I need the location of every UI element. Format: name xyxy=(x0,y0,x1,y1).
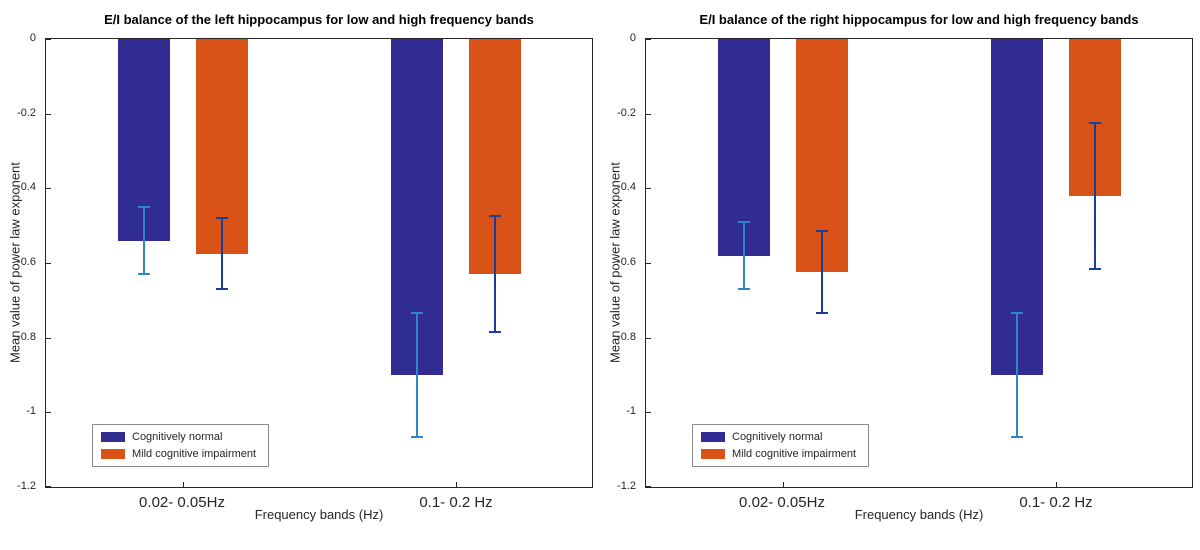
legend-label: Cognitively normal xyxy=(732,431,823,443)
error-bar-cap xyxy=(488,331,501,334)
error-bar-cap xyxy=(1010,312,1023,315)
y-tick-label: -0.6 xyxy=(617,256,636,268)
legend-label: Mild cognitive impairment xyxy=(132,448,257,460)
error-bar-cap xyxy=(410,435,423,438)
x-tick-mark xyxy=(1055,482,1057,487)
y-tick-label: -1.2 xyxy=(617,480,636,492)
chart-left-hippocampus: E/I balance of the left hippocampus for … xyxy=(0,12,593,522)
error-bar-line xyxy=(493,216,496,333)
y-tick-mark xyxy=(46,263,51,264)
error-bar-line xyxy=(1015,313,1018,437)
error-bar-line xyxy=(1093,123,1096,269)
y-tick-mark xyxy=(646,188,651,190)
error-bar-cap xyxy=(215,288,228,291)
x-tick-mark xyxy=(455,482,457,487)
error-bar-cap xyxy=(1088,122,1101,124)
error-bar-cap xyxy=(137,273,150,276)
legend-item: Cognitively normal xyxy=(701,431,856,443)
x-tick-label: 0.1- 0.2 Hz xyxy=(1019,494,1093,511)
y-tick-mark xyxy=(46,113,51,115)
x-axis-ticks: 0.02- 0.05Hz 0.1- 0.2 Hz xyxy=(645,494,1193,516)
error-bar xyxy=(215,217,229,291)
y-tick-mark xyxy=(646,263,651,264)
y-tick-label: -0.8 xyxy=(617,330,636,343)
error-bar-line xyxy=(220,218,223,290)
y-tick-label: -1 xyxy=(26,405,36,418)
y-tick-mark xyxy=(46,188,51,190)
y-tick-label: 0 xyxy=(629,32,636,44)
error-bar-cap xyxy=(815,312,828,315)
error-bar xyxy=(815,230,829,315)
legend-swatch xyxy=(701,432,725,442)
legend-swatch xyxy=(701,449,725,459)
x-axis-label: Frequency bands (Hz) xyxy=(854,507,984,522)
legend-swatch xyxy=(101,449,125,459)
error-bar-cap xyxy=(1088,267,1101,270)
y-tick-label: -0.8 xyxy=(17,330,36,343)
y-axis-ticks: 0 -0.2 -0.4 -0.6 -0.8 -1 -1.2 xyxy=(600,32,640,492)
y-tick-label: -0.4 xyxy=(617,181,636,194)
error-bar xyxy=(410,312,424,438)
y-tick-label: -0.2 xyxy=(617,106,636,119)
x-tick-label: 0.1- 0.2 Hz xyxy=(419,494,493,511)
error-bar xyxy=(737,220,751,291)
error-bar xyxy=(1010,312,1024,438)
y-tick-mark xyxy=(46,39,51,40)
error-bar xyxy=(488,215,502,334)
x-tick-mark xyxy=(782,482,784,487)
y-tick-mark xyxy=(46,486,51,487)
error-bar xyxy=(1088,122,1102,270)
y-tick-label: 0 xyxy=(29,32,36,44)
error-bar-cap xyxy=(410,312,423,315)
y-tick-mark xyxy=(46,412,51,414)
y-tick-label: -0.4 xyxy=(17,181,36,194)
chart-right-hippocampus: E/I balance of the right hippocampus for… xyxy=(600,0,1200,550)
y-tick-mark xyxy=(646,39,651,40)
x-tick-label: 0.02- 0.05Hz xyxy=(139,494,225,511)
x-tick-label: 0.02- 0.05Hz xyxy=(739,494,825,511)
legend-item: Mild cognitive impairment xyxy=(101,448,256,460)
plot-area: Cognitively normal Mild cognitive impairm… xyxy=(45,38,593,488)
error-bar-cap xyxy=(1010,435,1023,438)
y-tick-mark xyxy=(646,113,651,115)
legend-label: Cognitively normal xyxy=(132,431,223,443)
plot-area: Cognitively normal Mild cognitive impairm… xyxy=(645,38,1193,488)
x-axis-ticks: 0.02- 0.05Hz 0.1- 0.2 Hz xyxy=(45,494,593,516)
y-tick-mark xyxy=(646,412,651,414)
error-bar-cap xyxy=(488,215,501,218)
y-tick-label: -0.6 xyxy=(17,256,36,268)
error-bar-line xyxy=(742,221,745,290)
error-bar-line xyxy=(415,313,418,437)
legend-label: Mild cognitive impairment xyxy=(732,448,857,460)
chart-title: E/I balance of the left hippocampus for … xyxy=(104,12,534,27)
legend-item: Cognitively normal xyxy=(101,431,256,443)
y-tick-mark xyxy=(646,337,651,339)
chart-title: E/I balance of the right hippocampus for… xyxy=(699,12,1139,27)
error-bar-cap xyxy=(215,217,228,220)
y-tick-label: -1.2 xyxy=(17,480,36,492)
legend-item: Mild cognitive impairment xyxy=(701,448,856,460)
legend: Cognitively normal Mild cognitive impairm… xyxy=(92,424,270,467)
error-bar-cap xyxy=(137,206,150,208)
error-bar-cap xyxy=(737,288,750,291)
error-bar-cap xyxy=(815,230,828,233)
x-axis-label: Frequency bands (Hz) xyxy=(254,507,384,522)
bar xyxy=(717,39,770,256)
y-tick-label: -0.2 xyxy=(17,106,36,119)
x-tick-mark xyxy=(182,482,184,487)
y-tick-label: -1 xyxy=(626,405,636,418)
legend: Cognitively normal Mild cognitive impairm… xyxy=(692,424,870,467)
y-tick-mark xyxy=(46,337,51,339)
error-bar-line xyxy=(820,231,823,314)
error-bar xyxy=(137,206,151,276)
y-axis-ticks: 0 -0.2 -0.4 -0.6 -0.8 -1 -1.2 xyxy=(0,32,40,492)
y-tick-mark xyxy=(646,486,651,487)
legend-swatch xyxy=(101,432,125,442)
error-bar-cap xyxy=(737,220,750,223)
error-bar-line xyxy=(142,207,145,275)
